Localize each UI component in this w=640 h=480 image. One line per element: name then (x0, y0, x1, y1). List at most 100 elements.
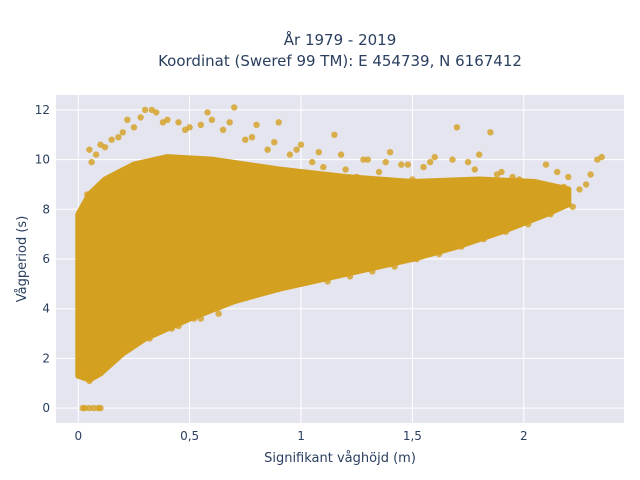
data-points (75, 104, 605, 412)
scatter-point (413, 255, 420, 263)
scatter-point (124, 116, 131, 124)
scatter-point (560, 183, 568, 191)
scatter-point (86, 404, 93, 412)
scatter-point (449, 156, 456, 163)
scatter-point (146, 335, 153, 342)
scatter-point (547, 211, 554, 218)
scatter-point (264, 288, 271, 295)
scatter-point (79, 367, 86, 374)
scatter-point (587, 171, 594, 178)
scatter-point (420, 163, 427, 171)
scatter-point (112, 352, 120, 360)
scatter-point (153, 330, 160, 337)
scatter-point (81, 310, 89, 317)
y-tick-label: 6 (42, 252, 50, 266)
scatter-point (190, 315, 198, 322)
scatter-point (364, 156, 371, 163)
scatter-point (81, 404, 89, 412)
scatter-point (353, 173, 360, 181)
x-tick-label: 0,5 (180, 429, 199, 443)
scatter-point (219, 300, 227, 307)
scatter-point (88, 158, 95, 166)
scatter-point (108, 357, 115, 365)
scatter-point (215, 310, 222, 317)
y-tick-label: 10 (35, 153, 50, 167)
scatter-point (480, 235, 487, 243)
scatter-point (175, 119, 182, 126)
scatter-point (79, 245, 86, 253)
scatter-point (286, 151, 294, 158)
scatter-point (493, 171, 501, 178)
chart-title: År 1979 - 2019 (284, 30, 397, 49)
scatter-point (104, 362, 111, 369)
scatter-point (119, 129, 127, 136)
tick-labels: 0 0,5 1 1,5 2 0 2 4 6 8 10 12 (35, 103, 528, 443)
scatter-point (253, 121, 260, 128)
scatter-point (208, 116, 216, 124)
x-tick-label: 1 (297, 429, 305, 443)
scatter-point (226, 119, 233, 126)
scatter-point (375, 168, 383, 176)
scatter-point (331, 131, 338, 138)
scatter-point (275, 285, 282, 292)
scatter-point (79, 340, 86, 347)
scatter-point (458, 243, 465, 250)
scatter-point (231, 295, 238, 302)
scatter-point (476, 151, 483, 158)
scatter-point (242, 293, 249, 300)
x-axis-label: Signifikant våghöjd (m) (264, 451, 416, 466)
scatter-point (398, 161, 405, 168)
scatter-point (453, 124, 461, 131)
scatter-point (95, 370, 102, 377)
scatter-point (159, 119, 167, 126)
scatter-point (79, 285, 86, 292)
scatter-point (231, 104, 238, 111)
scatter-point (197, 121, 204, 128)
scatter-point (324, 278, 331, 285)
scatter-point (576, 186, 583, 193)
scatter-point (471, 166, 478, 173)
scatter-point (369, 268, 376, 275)
scatter-point (502, 228, 510, 235)
scatter-point (81, 218, 89, 225)
x-tick-label: 0 (74, 429, 82, 443)
scatter-point (141, 106, 149, 114)
chart-subtitle: Koordinat (Sweref 99 TM): E 454739, N 61… (158, 52, 522, 70)
scatter-point (90, 404, 98, 412)
scatter-point (464, 158, 472, 166)
scatter-point (404, 161, 412, 168)
scatter-point (148, 106, 155, 114)
scatter-point (538, 181, 545, 188)
scatter-point (286, 283, 294, 290)
scatter-point (275, 119, 282, 126)
scatter-point (182, 126, 189, 133)
scatter-point (137, 114, 144, 121)
scatter-point (208, 305, 216, 312)
scatter-point (197, 315, 204, 322)
scatter-point (598, 153, 605, 161)
scatter-point (509, 173, 516, 181)
scatter-point (168, 325, 175, 332)
scatter-point (115, 134, 122, 141)
scatter-point (101, 144, 109, 151)
scatter-point (554, 168, 561, 176)
scatter-point (204, 109, 211, 116)
scatter-point (346, 273, 354, 280)
scatter-point (435, 250, 443, 258)
scatter-point (520, 186, 527, 193)
scatter-point (525, 221, 532, 228)
scatter-point (382, 158, 389, 166)
scatter-point (409, 255, 416, 263)
scatter-point (77, 360, 84, 367)
scatter-point (84, 191, 91, 198)
scatter-point (342, 166, 349, 173)
scatter-point (97, 404, 104, 412)
scatter-point (391, 263, 398, 270)
y-axis-label: Vågperiod (s) (15, 216, 30, 303)
scatter-point (487, 129, 494, 136)
scatter-point (409, 176, 416, 183)
y-tick-label: 8 (42, 202, 50, 216)
scatter-point (582, 181, 590, 188)
